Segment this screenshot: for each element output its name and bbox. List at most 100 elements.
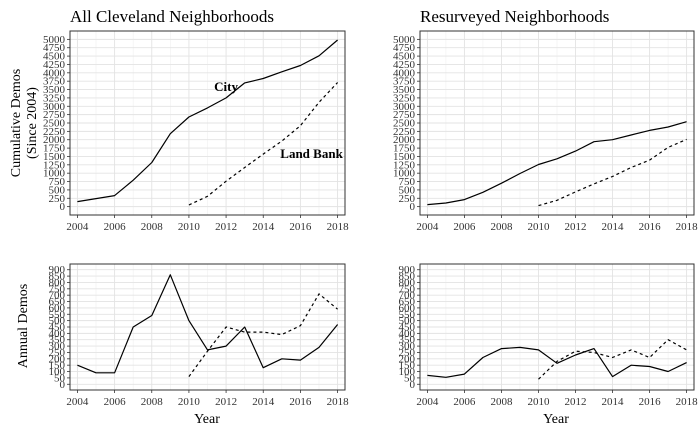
y-tick-label: 500 <box>399 184 416 196</box>
panel-border <box>69 263 346 391</box>
panel-1: 0250500750100012501500175020002250250027… <box>393 30 699 233</box>
x-tick-label: 2012 <box>215 396 237 408</box>
x-tick-label: 2012 <box>565 221 587 233</box>
panel-border <box>69 30 346 216</box>
y-tick-label: 4750 <box>393 42 416 54</box>
y-tick-label: 550 <box>49 309 66 321</box>
series-line-land-bank <box>538 138 687 207</box>
panel-border <box>419 263 695 391</box>
y-tick-label: 200 <box>49 353 66 365</box>
y-tick-label: 200 <box>399 353 416 365</box>
y-tick-label: 250 <box>399 347 416 359</box>
x-tick-label: 2018 <box>676 396 699 408</box>
x-tick-label: 2012 <box>215 221 237 233</box>
y-tick-label: 3000 <box>393 101 416 113</box>
y-tick-label: 100 <box>49 366 66 378</box>
series-line-city <box>427 121 687 206</box>
x-tick-label: 2012 <box>565 396 587 408</box>
x-tick-label: 2016 <box>639 396 662 408</box>
y-tick-label: 650 <box>399 296 416 308</box>
series-line-land-bank <box>188 82 339 206</box>
y-tick-label: 0 <box>410 201 416 213</box>
annotation-land-bank: Land Bank <box>280 146 343 161</box>
chart-panels: 0250500750100012501500175020002250250027… <box>43 30 699 408</box>
x-tick-label: 2018 <box>676 221 699 233</box>
y-tick-label: 400 <box>399 328 416 340</box>
x-tick-label: 2014 <box>602 396 625 408</box>
y-tick-label: 2000 <box>393 134 416 146</box>
y-tick-label: 900 <box>399 264 416 276</box>
y-tick-label: 4500 <box>393 51 416 63</box>
y-tick-label: 500 <box>49 184 66 196</box>
y-tick-label: 100 <box>399 366 416 378</box>
y-tick-label: 550 <box>399 309 416 321</box>
x-tick-label: 2014 <box>252 396 275 408</box>
x-tick-label: 2006 <box>104 396 127 408</box>
y-tick-label: 4250 <box>43 59 66 71</box>
y-tick-label: 1000 <box>43 168 66 180</box>
y-tick-label: 50 <box>404 372 416 384</box>
y-tick-label: 300 <box>49 341 66 353</box>
panel-3: 0501001502002503003504004505005506006507… <box>399 263 699 408</box>
y-tick-label: 1500 <box>393 151 416 163</box>
y-tick-label: 750 <box>49 176 66 188</box>
y-tick-label: 0 <box>60 379 66 391</box>
x-tick-label: 2010 <box>527 221 550 233</box>
y-tick-label: 150 <box>399 360 416 372</box>
y-axis-title-annual: Annual Demos <box>16 284 31 368</box>
panel-title-resurveyed: Resurveyed Neighborhoods <box>420 7 609 26</box>
y-axis-title-cumulative-subtitle: (Since 2004) <box>25 87 40 159</box>
series-line-land-bank <box>538 339 687 380</box>
x-tick-label: 2018 <box>327 221 350 233</box>
y-tick-label: 600 <box>49 302 66 314</box>
x-tick-label: 2010 <box>527 396 550 408</box>
y-tick-label: 4250 <box>393 59 416 71</box>
y-tick-label: 650 <box>49 296 66 308</box>
y-tick-label: 3500 <box>393 84 416 96</box>
y-tick-label: 4000 <box>43 67 66 79</box>
y-tick-label: 350 <box>399 334 416 346</box>
y-tick-label: 350 <box>49 334 66 346</box>
x-tick-label: 2008 <box>490 221 513 233</box>
y-tick-label: 2750 <box>43 109 66 121</box>
x-tick-label: 2006 <box>104 221 127 233</box>
y-tick-label: 1000 <box>393 168 416 180</box>
x-tick-label: 2008 <box>141 396 164 408</box>
y-tick-label: 2750 <box>393 109 416 121</box>
y-tick-label: 5000 <box>393 34 416 46</box>
y-tick-label: 2250 <box>43 126 66 138</box>
x-tick-label: 2008 <box>141 221 164 233</box>
y-tick-label: 1250 <box>393 159 416 171</box>
series-line-city <box>77 39 338 203</box>
x-axis-title-right: Year <box>543 412 569 427</box>
y-tick-label: 2000 <box>43 134 66 146</box>
y-tick-label: 5000 <box>43 34 66 46</box>
x-tick-label: 2008 <box>490 396 513 408</box>
y-tick-label: 800 <box>49 277 66 289</box>
y-tick-label: 0 <box>410 379 416 391</box>
y-tick-label: 3250 <box>43 92 66 104</box>
x-tick-label: 2018 <box>327 396 350 408</box>
y-tick-label: 750 <box>49 283 66 295</box>
x-tick-label: 2014 <box>602 221 625 233</box>
y-tick-label: 2250 <box>393 126 416 138</box>
panel-2: 0501001502002503003504004505005506006507… <box>49 263 350 408</box>
y-tick-label: 1750 <box>393 143 416 155</box>
y-tick-label: 0 <box>60 201 66 213</box>
y-tick-label: 900 <box>49 264 66 276</box>
y-tick-label: 750 <box>399 176 416 188</box>
y-tick-label: 50 <box>54 372 66 384</box>
y-tick-label: 4000 <box>393 67 416 79</box>
y-tick-label: 4750 <box>43 42 66 54</box>
x-tick-label: 2014 <box>252 221 275 233</box>
y-tick-label: 3750 <box>393 76 416 88</box>
y-tick-label: 250 <box>399 193 416 205</box>
series-line-city <box>77 274 339 374</box>
x-tick-label: 2010 <box>178 396 201 408</box>
x-tick-label: 2004 <box>66 221 89 233</box>
x-tick-label: 2006 <box>453 221 476 233</box>
y-tick-label: 450 <box>399 322 416 334</box>
x-tick-label: 2016 <box>289 396 312 408</box>
y-tick-label: 2500 <box>43 118 66 130</box>
